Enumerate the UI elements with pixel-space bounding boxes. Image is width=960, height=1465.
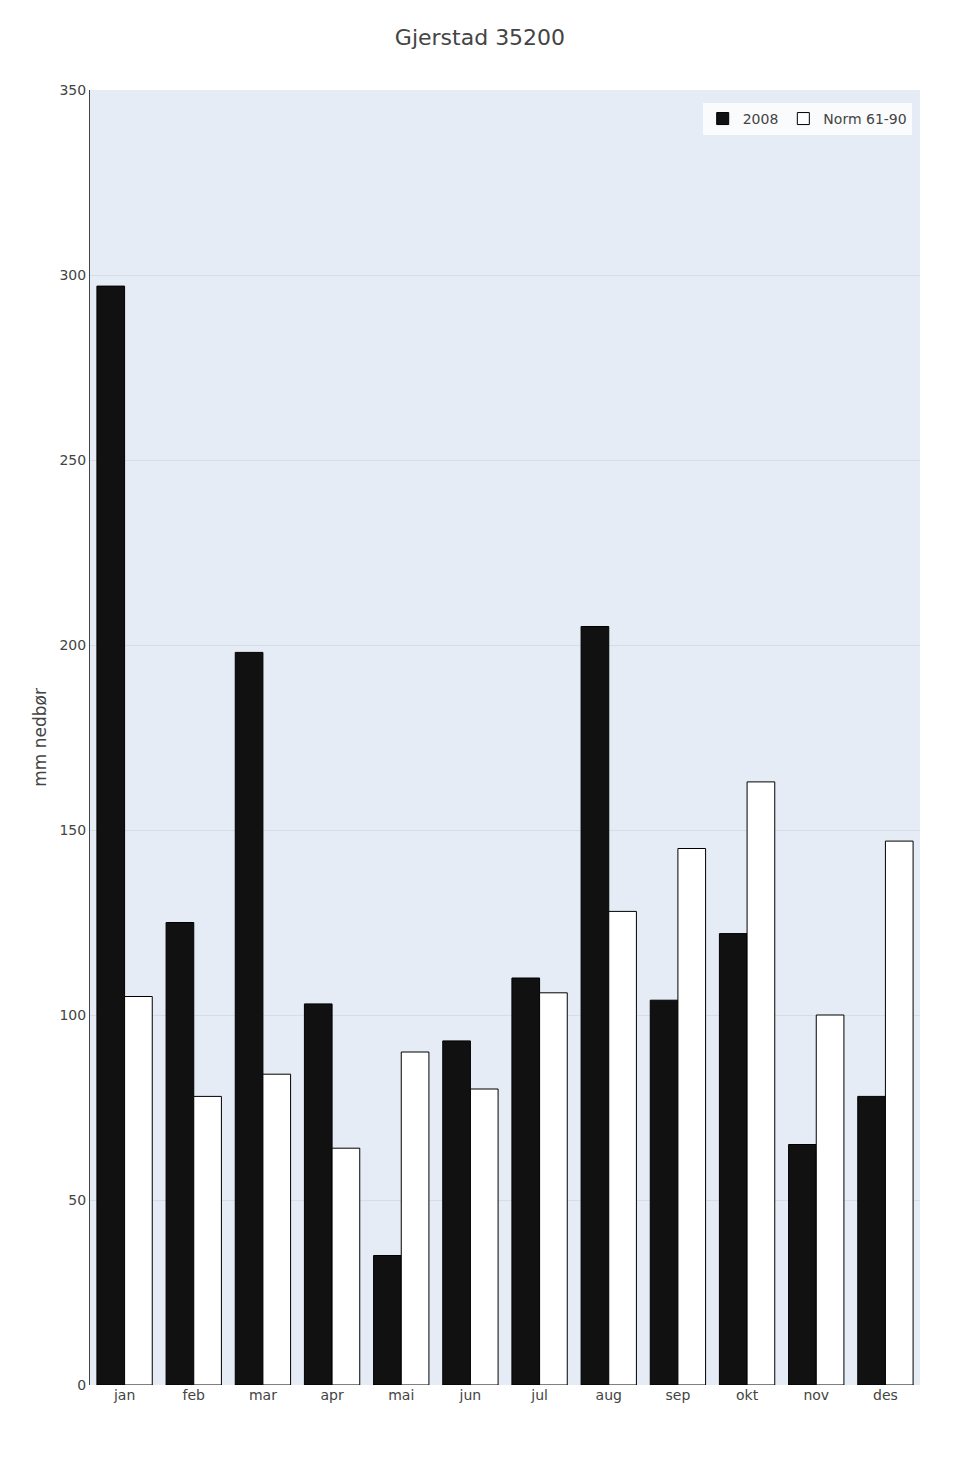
svg-text:350: 350 bbox=[59, 82, 86, 98]
svg-text:jul: jul bbox=[530, 1387, 548, 1403]
svg-text:200: 200 bbox=[59, 637, 86, 653]
svg-text:150: 150 bbox=[59, 822, 86, 838]
svg-text:okt: okt bbox=[736, 1387, 759, 1403]
svg-text:300: 300 bbox=[59, 267, 86, 283]
svg-text:Gjerstad 35200: Gjerstad 35200 bbox=[395, 25, 565, 50]
svg-text:apr: apr bbox=[320, 1387, 343, 1403]
svg-text:des: des bbox=[873, 1387, 898, 1403]
svg-text:feb: feb bbox=[183, 1387, 206, 1403]
svg-text:nov: nov bbox=[803, 1387, 829, 1403]
svg-text:mar: mar bbox=[249, 1387, 277, 1403]
svg-text:jan: jan bbox=[113, 1387, 135, 1403]
svg-text:Norm 61-90: Norm 61-90 bbox=[823, 111, 906, 127]
svg-text:mai: mai bbox=[388, 1387, 414, 1403]
svg-text:100: 100 bbox=[59, 1007, 86, 1023]
svg-text:50: 50 bbox=[68, 1192, 86, 1208]
svg-text:0: 0 bbox=[77, 1377, 86, 1393]
svg-text:mm nedbør: mm nedbør bbox=[30, 688, 50, 787]
svg-text:250: 250 bbox=[59, 452, 86, 468]
svg-text:2008: 2008 bbox=[743, 111, 779, 127]
svg-text:aug: aug bbox=[596, 1387, 622, 1403]
svg-text:jun: jun bbox=[459, 1387, 482, 1403]
svg-text:sep: sep bbox=[666, 1387, 691, 1403]
